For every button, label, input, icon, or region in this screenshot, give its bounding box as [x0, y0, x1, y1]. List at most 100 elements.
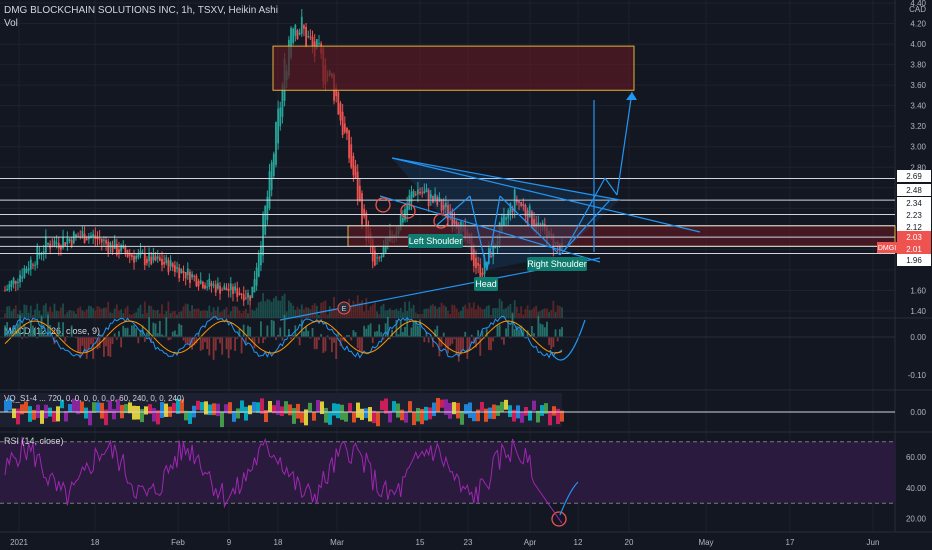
volume-bar-42 [94, 310, 97, 318]
macd-hist-110 [240, 337, 243, 354]
macd-hist-197 [427, 337, 430, 343]
macd-hist-83 [182, 337, 185, 341]
price-tick-5: 3.40 [910, 102, 926, 111]
volume-bar-221 [479, 307, 482, 318]
volume-bar-228 [494, 308, 497, 318]
macd-hist-248 [537, 316, 540, 337]
volume-bar-206 [447, 310, 449, 318]
custom-band-79 [320, 401, 324, 415]
price-level-label-2: 2.34 [906, 199, 922, 208]
custom-band-97 [392, 401, 396, 412]
custom-band-7 [32, 409, 36, 420]
volume-bar-91 [199, 311, 202, 318]
macd-hist-230 [498, 324, 501, 337]
macd-hist-26 [60, 334, 62, 337]
volume-bar-138 [300, 304, 303, 318]
macd-hist-97 [212, 337, 215, 360]
volume-bar-249 [539, 310, 542, 318]
trend-line-7 [499, 195, 561, 256]
macd-hist-161 [350, 337, 353, 341]
volume-bar-107 [234, 306, 237, 318]
macd-hist-226 [490, 337, 492, 351]
price-level-box-0 [897, 170, 931, 182]
volume-bar-252 [546, 308, 548, 318]
candle-body-116 [253, 279, 256, 293]
time-tick-3: 9 [227, 538, 232, 547]
macd-hist-238 [515, 326, 518, 337]
candle-body-45 [100, 238, 103, 243]
custom-band-118 [476, 409, 480, 422]
custom-band-36 [148, 404, 152, 414]
macd-hist-4 [12, 326, 15, 337]
price-level-box-4 [897, 221, 931, 233]
macd-hist-49 [109, 337, 112, 357]
candle-body-20 [47, 242, 49, 245]
candle-body-15 [36, 245, 39, 265]
macd-hist-250 [541, 324, 544, 337]
volume-bar-92 [201, 310, 204, 318]
custom-band-103 [416, 407, 420, 422]
candle-body-74 [163, 262, 166, 265]
volume-bar-69 [152, 309, 155, 318]
macd-hist-217 [470, 334, 473, 337]
volume-bar-202 [438, 307, 441, 318]
macd-hist-19 [44, 334, 47, 337]
macd-hist-144 [313, 337, 316, 350]
macd-hist-28 [64, 337, 67, 343]
custom-band-22 [92, 402, 96, 413]
volume-bar-137 [298, 309, 301, 318]
candle-body-41 [92, 233, 95, 237]
volume-bar-141 [307, 307, 310, 318]
macd-hist-66 [146, 332, 148, 337]
custom-band-51 [208, 404, 212, 415]
candle-body-13 [32, 264, 34, 266]
volume-bar-59 [130, 314, 133, 318]
macd-hist-205 [444, 337, 447, 349]
custom-band-55 [224, 404, 228, 414]
volume-bar-227 [492, 308, 495, 318]
candle-body-198 [429, 193, 432, 199]
candle-body-166 [361, 193, 363, 225]
volume-bar-201 [436, 308, 439, 318]
candle-body-226 [490, 256, 492, 258]
custom-band-34 [140, 408, 144, 423]
candle-body-79 [173, 265, 176, 272]
volume-bar-58 [128, 314, 131, 318]
label-left-shoulder: Left Shoulder [409, 236, 463, 246]
candle-body-44 [98, 238, 101, 240]
macd-hist-108 [236, 337, 239, 339]
custom-band-40 [164, 403, 168, 417]
candle-body-72 [158, 257, 161, 261]
volume-bar-43 [96, 306, 99, 318]
custom-band-116 [468, 402, 472, 418]
trend-line-10 [604, 177, 618, 196]
price-level-box-7 [897, 254, 931, 266]
macd-hist-0 [4, 325, 6, 337]
candle-body-162 [352, 155, 355, 176]
volume-bar-193 [419, 313, 421, 318]
custom-band-89 [360, 408, 364, 420]
volume-bar-41 [92, 308, 95, 318]
volume-bar-64 [141, 313, 144, 318]
macd-hist-223 [483, 337, 486, 339]
volume-bar-86 [189, 311, 191, 318]
candle-body-107 [234, 286, 237, 291]
volume-bar-222 [481, 309, 484, 318]
volume-bar-98 [214, 310, 217, 318]
currency-label: CAD [909, 5, 926, 14]
symbol-title[interactable]: DMG BLOCKCHAIN SOLUTIONS INC, 1h, TSXV, … [4, 5, 278, 16]
macd-hist-224 [485, 328, 488, 337]
price-level-label-6: 2.01 [906, 245, 922, 254]
volume-bar-220 [477, 305, 480, 318]
volume-bar-37 [83, 311, 86, 318]
macd-hist-77 [169, 337, 172, 340]
volume-bar-196 [425, 308, 428, 318]
volume-bar-169 [367, 310, 370, 318]
candle-body-98 [214, 284, 217, 293]
macd-hist-173 [376, 331, 378, 337]
volume-bar-94 [206, 310, 209, 318]
macd-hist-33 [75, 337, 77, 339]
volume-bar-195 [423, 308, 426, 318]
custom-band-76 [308, 402, 312, 412]
